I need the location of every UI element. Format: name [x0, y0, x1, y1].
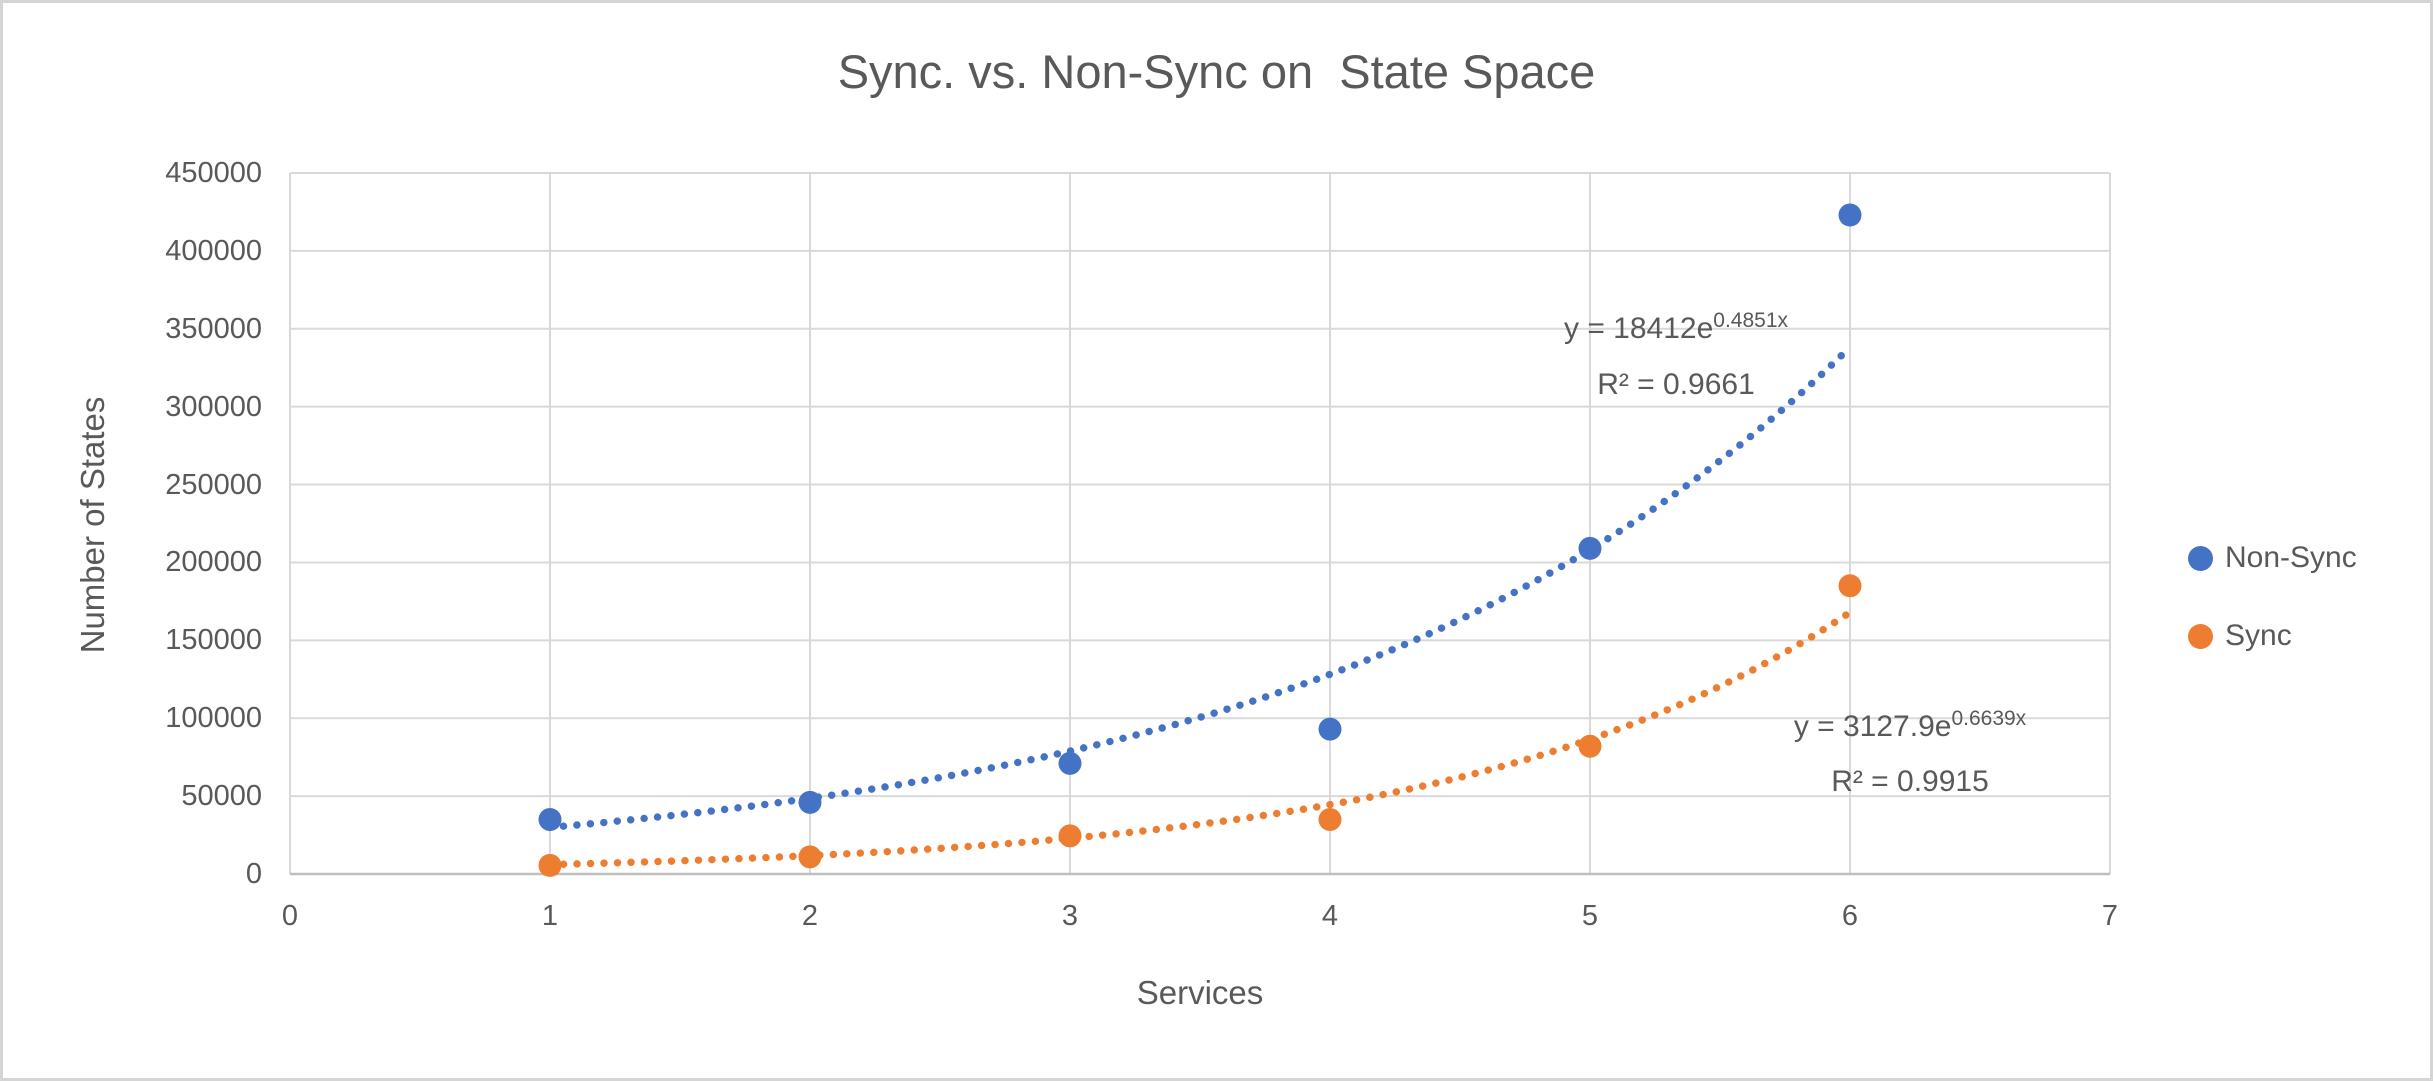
x-tick-label: 5 — [1581, 900, 1599, 932]
legend-item-sync[interactable]: Sync — [2188, 614, 2357, 658]
y-axis-title: Number of States — [74, 396, 111, 654]
trendline-equation-sync: y = 3127.9e0.6639x R² = 0.9915 — [1660, 701, 2160, 808]
data-point-sync[interactable] — [1058, 824, 1082, 848]
legend-marker-icon — [2188, 623, 2213, 649]
legend-label: Sync — [2225, 619, 2292, 652]
data-point-sync[interactable] — [1838, 574, 1862, 598]
equation-line: y = 3127.9e0.6639x — [1660, 701, 2160, 756]
equation-prefix: y = 18412e — [1563, 312, 1714, 345]
y-tick-label: 350000 — [165, 312, 262, 345]
data-point-sync[interactable] — [538, 853, 562, 877]
legend-label: Non-Sync — [2225, 541, 2357, 574]
r-squared-label: R² = 0.9915 — [1831, 765, 1989, 798]
y-tick-label: 50000 — [181, 780, 262, 813]
legend-item-non-sync[interactable]: Non-Sync — [2188, 536, 2357, 580]
r-squared-label: R² = 0.9661 — [1597, 368, 1755, 401]
x-tick-label: 4 — [1321, 900, 1339, 932]
data-point-non-sync[interactable] — [798, 790, 822, 814]
chart-title: Sync. vs. Non-Sync on State Space — [837, 45, 1596, 98]
equation-exponent: 0.6639x — [1951, 707, 2027, 730]
data-point-non-sync[interactable] — [1058, 751, 1082, 775]
y-tick-label: 150000 — [165, 624, 262, 657]
y-tick-label: 250000 — [165, 468, 262, 501]
x-tick-label: 0 — [281, 900, 299, 932]
x-axis-title: Services — [1136, 974, 1264, 1011]
x-tick-label: 6 — [1841, 900, 1859, 932]
y-tick-label: 200000 — [165, 546, 262, 579]
x-tick-label: 1 — [541, 900, 559, 932]
y-tick-label: 400000 — [165, 234, 262, 267]
x-tick-label: 3 — [1061, 900, 1079, 932]
equation-prefix: y = 3127.9e — [1793, 710, 1952, 743]
y-tick-label: 450000 — [165, 157, 262, 189]
data-point-non-sync[interactable] — [1838, 203, 1862, 227]
data-point-non-sync[interactable] — [1578, 536, 1602, 560]
legend-marker-icon — [2188, 545, 2213, 571]
x-tick-label: 2 — [801, 900, 819, 932]
y-tick-label: 100000 — [165, 702, 262, 735]
data-point-sync[interactable] — [1318, 807, 1342, 831]
legend: Non-Sync Sync — [2188, 536, 2357, 692]
trendline-non-sync — [546, 343, 1854, 832]
data-point-sync[interactable] — [1578, 734, 1602, 758]
x-tick-label: 7 — [2101, 900, 2119, 932]
data-point-non-sync[interactable] — [1318, 717, 1342, 741]
trendline-sync — [546, 608, 1854, 869]
y-tick-label: 300000 — [165, 390, 262, 423]
y-tick-label: 0 — [245, 858, 262, 890]
trendline-equation-non-sync: y = 18412e0.4851x R² = 0.9661 — [1426, 302, 1926, 411]
data-point-non-sync[interactable] — [538, 807, 562, 831]
equation-line: y = 18412e0.4851x — [1426, 302, 1926, 358]
equation-exponent: 0.4851x — [1713, 309, 1789, 332]
data-point-sync[interactable] — [798, 845, 822, 869]
